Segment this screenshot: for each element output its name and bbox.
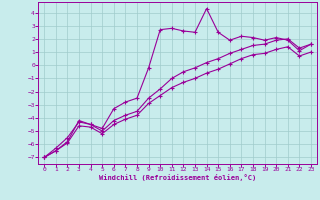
X-axis label: Windchill (Refroidissement éolien,°C): Windchill (Refroidissement éolien,°C) bbox=[99, 174, 256, 181]
